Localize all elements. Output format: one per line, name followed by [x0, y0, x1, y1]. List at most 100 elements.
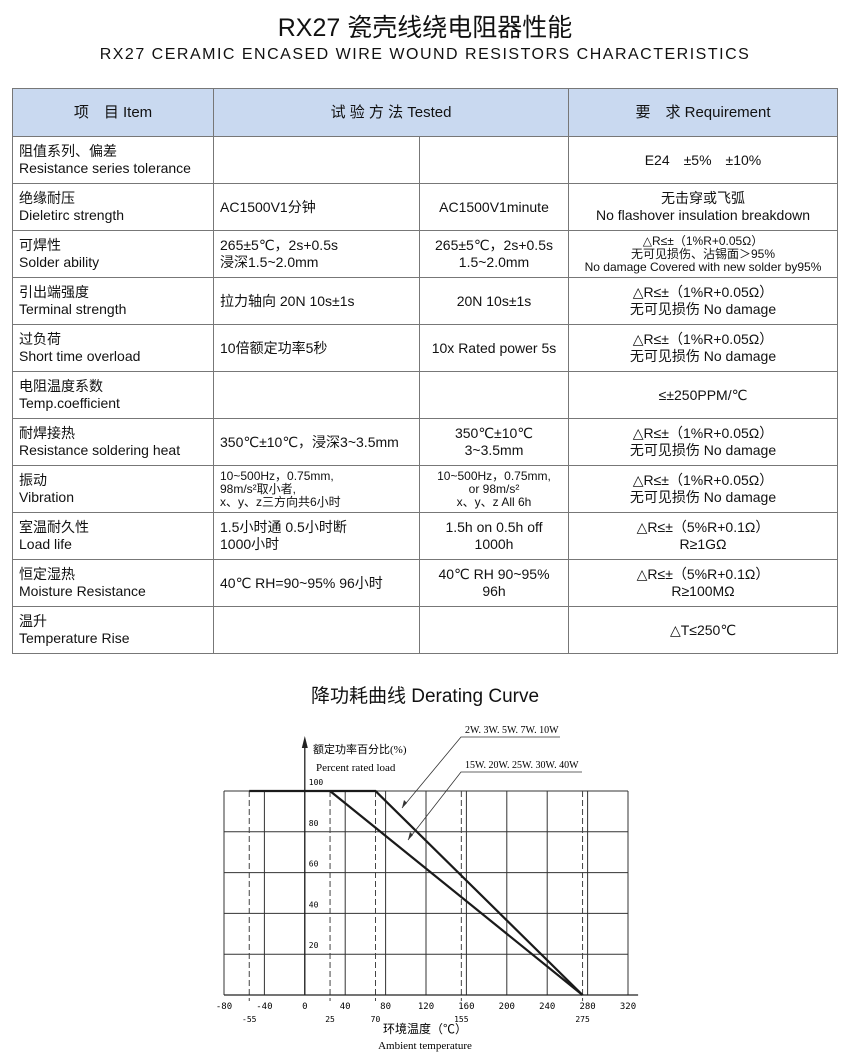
item-line: 振动 [19, 472, 47, 488]
cell-item: 室温耐久性 Load life [12, 512, 214, 560]
x-mark-label: 155 [454, 1015, 469, 1024]
cell-method_cn: 10倍额定功率5秒 [213, 324, 420, 372]
x-axis-label-en: Ambient temperature [378, 1040, 472, 1052]
cell-req: △R≤±（5%R+0.1Ω） R≥1GΩ [568, 512, 838, 560]
req-line: No damage Covered with new solder by95% [584, 259, 822, 274]
cell-req: △R≤±（1%R+0.05Ω） 无可见损伤 No damage [568, 324, 838, 372]
table-row: 振动 Vibration 10~500Hz，0.75mm, 98m/s²取小者, x、y… [12, 465, 838, 513]
title-en: RX27 CERAMIC ENCASED WIRE WOUND RESISTOR… [99, 46, 751, 63]
req-line: △R≤±（1%R+0.05Ω） [642, 233, 764, 248]
cell-item: 耐焊接热 Resistance soldering heat [12, 418, 214, 466]
cell-item: 引出端强度 Terminal strength [12, 277, 214, 325]
item-line: Terminal strength [19, 301, 127, 317]
x-axis-label-cn: 环境温度（℃） [383, 1021, 467, 1036]
y-axis-label-cn: 额定功率百分比(%) [313, 742, 407, 756]
req-line: △T≤250℃ [669, 621, 737, 638]
table-row: 恒定湿热 Moisture Resistance 40℃ RH=90~95% 96小… [12, 559, 838, 607]
cell-req: 无击穿或飞弧 No flashover insulation breakdown [568, 183, 838, 231]
cell-method_cn [213, 136, 420, 184]
cell-method_en: 10x Rated power 5s [419, 324, 569, 372]
cell-method_cn: 1.5小时通 0.5小时断 1000小时 [213, 512, 420, 560]
cell-req: ≤±250PPM/℃ [568, 371, 838, 419]
method_cn-line: x、y、z三方向共6小时 [220, 494, 341, 509]
req-line: No flashover insulation breakdown [595, 207, 810, 223]
method_en-line: 40℃ RH 90~95% [438, 566, 550, 582]
method_cn-line: 265±5℃，2s+0.5s [220, 237, 338, 253]
x-tick-label: 40 [340, 1002, 351, 1012]
item-line: Temperature Rise [19, 630, 130, 646]
y-tick-label: 60 [309, 860, 319, 869]
req-line: R≥100MΩ [671, 583, 735, 599]
item-line: Solder ability [19, 254, 100, 270]
item-line: 温升 [19, 613, 47, 629]
item-line: 恒定湿热 [19, 566, 75, 582]
header-item: 项 目 Item [12, 88, 214, 137]
y-tick-label: 40 [309, 900, 319, 909]
cell-method_cn: 10~500Hz，0.75mm, 98m/s²取小者, x、y、z三方向共6小时 [213, 465, 420, 513]
cell-method_cn: AC1500V1分钟 [213, 183, 420, 231]
method_cn-line: 浸深1.5~2.0mm [220, 254, 319, 270]
cell-item: 绝缘耐压 Dieletirc strength [12, 183, 214, 231]
derating-curve-chart: -80 -40 0 40 80 120 160 200 240 280 320 20 40 60 80 100… [216, 725, 639, 1052]
x-tick-label: 80 [380, 1002, 391, 1012]
item-line: 可焊性 [19, 237, 61, 253]
req-line: 无可见损伤 No damage [629, 442, 777, 458]
item-line: 电阻温度系数 [19, 378, 103, 394]
item-line: 阻值系列、偏差 [19, 143, 117, 159]
x-tick-label: 280 [579, 1002, 595, 1012]
cell-item: 电阻温度系数 Temp.coefficient [12, 371, 214, 419]
table-row: 室温耐久性 Load life 1.5小时通 0.5小时断 1000小时 1.5h on… [12, 512, 838, 560]
req-line: △R≤±（1%R+0.05Ω） [632, 331, 774, 347]
table-row: 可焊性 Solder ability 265±5℃，2s+0.5s 浸深1.5~2.0… [12, 230, 838, 278]
method_cn-line: 1.5小时通 0.5小时断 [220, 519, 347, 535]
x-tick-label: 160 [458, 1002, 474, 1012]
x-tick-label: 0 [302, 1002, 307, 1012]
req-line: △R≤±（5%R+0.1Ω） [636, 566, 770, 582]
x-tick-label: 320 [620, 1002, 636, 1012]
item-line: 绝缘耐压 [19, 190, 75, 206]
cell-method_en: 1.5h on 0.5h off 1000h [419, 512, 569, 560]
method_en-line: AC1500V1minute [439, 198, 549, 215]
cell-req: △R≤±（1%R+0.05Ω） 无可见损伤 No damage [568, 418, 838, 466]
req-line: △R≤±（1%R+0.05Ω） [632, 425, 774, 441]
table-row: 电阻温度系数 Temp.coefficient ≤±250PPM/℃ [12, 371, 838, 419]
method_en-line: 3~3.5mm [464, 442, 524, 458]
method_en-line: 1000h [474, 536, 514, 552]
item-line: Load life [19, 536, 72, 552]
method_en-line: 20N 10s±1s [456, 292, 532, 309]
cell-method_en: 350℃±10℃ 3~3.5mm [419, 418, 569, 466]
cell-method_cn: 265±5℃，2s+0.5s 浸深1.5~2.0mm [213, 230, 420, 278]
cell-req: △R≤±（5%R+0.1Ω） R≥100MΩ [568, 559, 838, 607]
y-tick-label: 100 [309, 778, 324, 787]
method_en-line: 10x Rated power 5s [431, 339, 557, 356]
table-row: 绝缘耐压 Dieletirc strength AC1500V1分钟 AC1500V1… [12, 183, 838, 231]
method_cn-line: 40℃ RH=90~95% 96小时 [220, 574, 383, 591]
cell-req: △R≤±（1%R+0.05Ω） 无可见损伤 No damage [568, 465, 838, 513]
series-label: 15W. 20W. 25W. 30W. 40W [465, 760, 579, 771]
method_cn-line: 1000小时 [220, 536, 280, 552]
item-line: Dieletirc strength [19, 207, 125, 223]
item-line: Resistance soldering heat [19, 442, 181, 458]
x-mark-label: -55 [242, 1015, 257, 1024]
item-line: Resistance series tolerance [19, 160, 191, 176]
cell-method_cn [213, 371, 420, 419]
cell-req: △R≤±（1%R+0.05Ω） 无可见损伤 No damage [568, 277, 838, 325]
cell-method_cn [213, 606, 420, 654]
method_cn-line: AC1500V1分钟 [220, 198, 316, 215]
cell-method_cn: 40℃ RH=90~95% 96小时 [213, 559, 420, 607]
method_cn-line: 98m/s²取小者, [220, 481, 297, 496]
cell-method_en: 20N 10s±1s [419, 277, 569, 325]
cell-method_cn: 拉力轴向 20N 10s±1s [213, 277, 420, 325]
cell-item: 温升 Temperature Rise [12, 606, 214, 654]
table-row: 引出端强度 Terminal strength 拉力轴向 20N 10s±1s 20N… [12, 277, 838, 325]
item-line: 室温耐久性 [19, 519, 89, 535]
req-line: ≤±250PPM/℃ [658, 386, 748, 403]
table-row: 耐焊接热 Resistance soldering heat 350℃±10℃，浸深… [12, 418, 838, 466]
cell-method_en [419, 371, 569, 419]
cell-method_en: AC1500V1minute [419, 183, 569, 231]
y-axis-label-en: Percent rated load [316, 762, 396, 774]
header-tested: 试 验 方 法 Tested [213, 88, 569, 137]
series-line [249, 789, 584, 996]
cell-method_en [419, 136, 569, 184]
req-line: △R≤±（1%R+0.05Ω） [632, 472, 774, 488]
